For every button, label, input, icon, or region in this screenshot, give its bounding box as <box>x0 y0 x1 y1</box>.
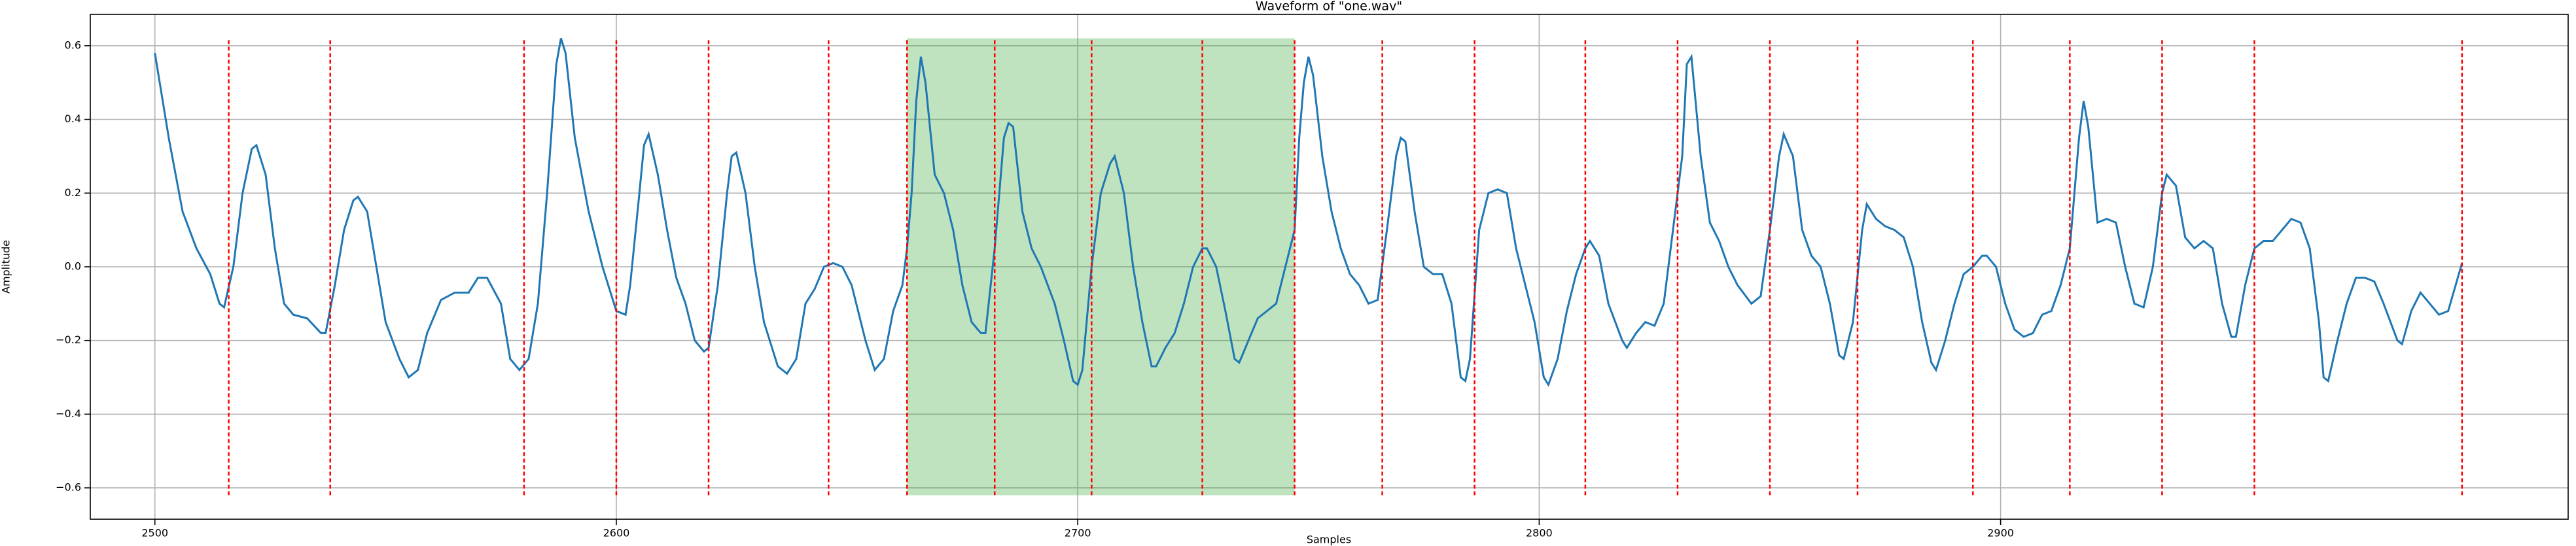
x-axis-label: Samples <box>1307 534 1351 546</box>
x-tick-label: 2500 <box>141 527 168 539</box>
y-tick-label: 0.0 <box>65 260 81 273</box>
highlight-span <box>907 38 1295 496</box>
x-tick-label: 2700 <box>1065 527 1091 539</box>
y-tick-label: 0.2 <box>65 186 81 199</box>
chart-title: Waveform of "one.wav" <box>1256 0 1402 14</box>
y-tick-label: −0.2 <box>56 333 81 346</box>
plot-frame <box>90 14 2569 520</box>
x-tick-label: 2900 <box>1987 527 2014 539</box>
y-tick-label: 0.4 <box>65 112 81 125</box>
x-tick-label: 2800 <box>1526 527 1553 539</box>
x-tick-label: 2600 <box>603 527 630 539</box>
y-tick-label: 0.6 <box>65 39 81 51</box>
y-axis-label: Amplitude <box>0 240 12 294</box>
y-tick-label: −0.4 <box>56 407 81 420</box>
y-tick-label: −0.6 <box>56 481 81 494</box>
waveform-line <box>154 38 2463 387</box>
